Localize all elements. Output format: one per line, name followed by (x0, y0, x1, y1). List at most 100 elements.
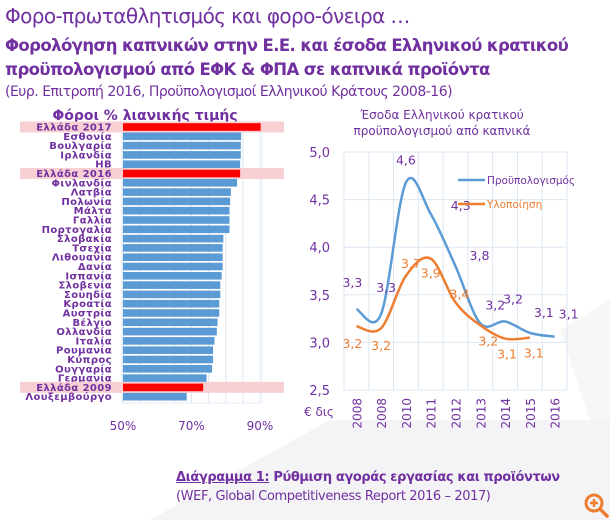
x-tick-label: 2016 (549, 398, 563, 429)
legend-label-budget: Προϋπολογισμός (487, 175, 575, 187)
bar (123, 169, 241, 178)
y-tick-label: 4,0 (309, 241, 330, 256)
revenue-line-chart: Έσοδα Ελληνικού κρατικού προϋπολογισμού α… (304, 108, 579, 429)
bar (123, 132, 242, 141)
bar-label: Ρουμανία (56, 345, 112, 357)
bar-label: ΗΒ (95, 160, 112, 171)
figure-caption: Διάγραμμα 1: Ρύθμιση αγοράς εργασίας και… (176, 470, 560, 485)
y-tick-label: 4,5 (309, 194, 330, 209)
page-title: Φορο-πρωταθλητισμός και φορο-όνειρα … (5, 4, 410, 28)
y-tick-label: 2,5 (309, 384, 330, 399)
bar-label: Τσεχία (72, 242, 112, 254)
bar (123, 318, 218, 327)
bar (123, 346, 214, 354)
data-label: 3,1 (497, 347, 517, 362)
x-tick-label: 2014 (499, 398, 513, 429)
x-tick-label: 2015 (524, 398, 538, 429)
data-label: 3,1 (559, 307, 579, 322)
bar-chart-title: Φόροι % λιανικής τιμής (52, 108, 237, 124)
bar (123, 383, 204, 392)
bar (123, 216, 230, 224)
data-label: 3,2 (371, 338, 391, 353)
bar-label: Φινλανδία (52, 177, 112, 189)
bar (123, 262, 223, 271)
bar-label: Σουηδία (64, 289, 112, 301)
caption-text: Ρύθμιση αγοράς εργασίας και προϊόντων (269, 470, 560, 485)
bar-label: Βέλγιο (73, 317, 113, 329)
bar-label: Σλοβακία (57, 233, 112, 245)
data-label: 3,4 (450, 286, 470, 301)
bar (123, 272, 222, 280)
bar (123, 299, 220, 308)
x-tick-label: 50% (110, 419, 137, 433)
data-label: 3,3 (376, 280, 396, 295)
bar-label: Λουξεμβούργο (25, 391, 112, 403)
bar (123, 225, 230, 234)
line-chart-title-1: Έσοδα Ελληνικού κρατικού (359, 108, 524, 122)
bar (123, 234, 224, 243)
bar-label: Δανία (78, 261, 112, 273)
data-label: 3,2 (485, 297, 505, 312)
bar-label: Βουλγαρία (49, 140, 112, 152)
x-tick-label: 2012 (450, 398, 464, 429)
x-tick-label: 90% (247, 419, 274, 433)
bar (123, 290, 221, 299)
zoom-in-icon[interactable] (583, 492, 609, 518)
y-tick-label: 5,0 (309, 146, 330, 161)
data-label: 3,9 (421, 266, 441, 281)
x-tick-label: 70% (178, 419, 205, 433)
data-label: 3,2 (342, 336, 362, 351)
data-label: 4,6 (396, 152, 416, 167)
x-tick-label: 2008 (350, 398, 364, 429)
source-note: (Ευρ. Επιτροπή 2016, Προϋπολογισμοί Ελλη… (5, 84, 453, 100)
subtitle-line-1: Φορολόγηση καπνικών στην Ε.Ε. και έσοδα … (5, 36, 569, 55)
x-tick-label: 2008 (375, 398, 389, 429)
bar-label: Γαλλία (73, 215, 112, 227)
bar-label: Μάλτα (74, 205, 112, 217)
bar (123, 123, 261, 131)
bar (123, 309, 220, 317)
bar-label: Λιθουανία (52, 252, 112, 264)
bar (123, 337, 215, 345)
bar-label: Αυστρία (63, 308, 112, 320)
bar (123, 141, 241, 150)
legend-label-actual: Υλοποίηση (486, 199, 542, 211)
x-tick-label: 2013 (474, 398, 488, 429)
bar-label: Ιρλανδία (60, 149, 112, 161)
bar (123, 374, 207, 382)
bar-label: Ελλάδα 2009 (36, 382, 112, 394)
bar (123, 365, 213, 373)
bar-label: Ουγγαρία (55, 363, 112, 375)
y-tick-label: 3,0 (309, 336, 330, 351)
data-label: 3,1 (524, 346, 544, 361)
bar (123, 188, 231, 196)
bar (123, 160, 241, 168)
series-line-actual (356, 256, 530, 341)
bar-label: Ελλάδα 2017 (36, 122, 112, 134)
bar-label: Πορτογαλία (42, 224, 112, 236)
caption-source: (WEF, Global Competitiveness Report 2016… (176, 489, 491, 504)
bar-label: Κροατία (63, 298, 112, 310)
data-label: 3,8 (470, 248, 490, 263)
series-line-budget (355, 176, 555, 338)
bar (123, 392, 187, 401)
bar-label: Σλοβενία (58, 280, 112, 292)
bar-label: Ελλάδα 2016 (36, 168, 112, 180)
bar (123, 197, 231, 206)
y-tick-label: 3,5 (309, 289, 330, 304)
bar (123, 179, 238, 187)
bar (123, 327, 217, 336)
bar-label: Ιταλία (76, 335, 112, 347)
data-label: 3,1 (534, 305, 554, 320)
data-label: 4,3 (451, 198, 471, 213)
bar-label: Εσθονία (63, 131, 112, 143)
bar (123, 253, 223, 261)
bar-label: Κύπρος (67, 354, 112, 366)
y-axis-unit: € δις (304, 405, 334, 419)
caption-label: Διάγραμμα 1: (176, 470, 270, 485)
bar (123, 355, 214, 364)
data-label: 3,7 (401, 256, 421, 271)
bar (123, 281, 221, 289)
line-chart-title-2: προϋπολογισμού από καπνικά (354, 124, 531, 138)
